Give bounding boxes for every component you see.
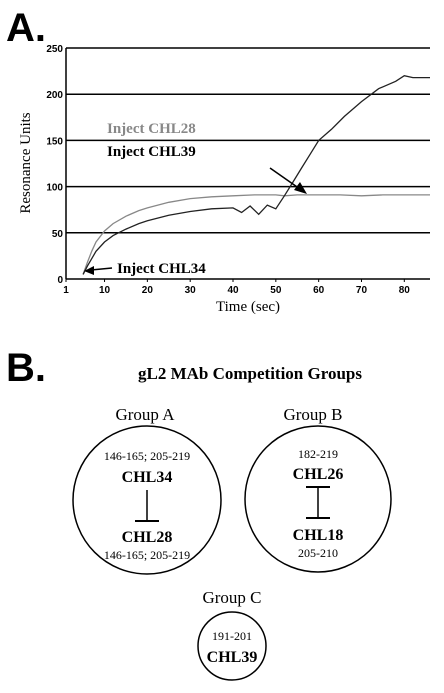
panel-b-title: gL2 MAb Competition Groups <box>138 364 362 383</box>
group-b-top-mab: CHL26 <box>293 466 344 483</box>
group-a-top-range: 146-165; 205-219 <box>104 449 190 463</box>
y-tick-label: 250 <box>46 44 63 55</box>
group-b-bottom-mab: CHL18 <box>293 527 344 544</box>
x-tick-label: 60 <box>313 285 325 296</box>
group-c-circle <box>197 611 267 681</box>
series-lines <box>82 75 430 275</box>
group-b-bottom-range: 205-210 <box>298 546 338 560</box>
group-b-top-range: 182-219 <box>298 447 338 461</box>
x-tick-label: 40 <box>227 285 239 296</box>
panel-b-letter: B. <box>6 346 46 390</box>
group-b-circle <box>244 425 392 573</box>
x-tick-label: 20 <box>142 285 154 296</box>
x-tick-label: 80 <box>399 285 411 296</box>
group-a-top-mab: CHL34 <box>122 469 173 486</box>
group-b: Group B 182-219 CHL26 CHL18 205-210 <box>244 405 392 573</box>
y-tick-label: 150 <box>46 136 63 147</box>
resonance-chart: 0 50 100 150 200 250 1 10 20 30 40 50 60 70 80 Resona… <box>18 44 430 315</box>
y-tick-label: 0 <box>57 275 63 286</box>
annotation-inject-chl28: Inject CHL28 <box>107 121 196 137</box>
group-a-circle <box>72 425 222 575</box>
y-tick-labels: 0 50 100 150 200 250 <box>46 44 63 286</box>
group-a-bottom-mab: CHL28 <box>122 529 173 546</box>
group-c-range: 191-201 <box>212 629 252 643</box>
x-tick-label: 50 <box>270 285 282 296</box>
x-tick-label: 30 <box>185 285 197 296</box>
x-tick-label: 10 <box>99 285 111 296</box>
group-a-label: Group A <box>115 405 175 424</box>
y-tick-label: 200 <box>46 90 63 101</box>
series-line-1 <box>82 194 430 275</box>
x-tick-labels: 1 10 20 30 40 50 60 70 80 <box>63 279 410 296</box>
gridlines <box>66 47 430 234</box>
group-a-bottom-range: 146-165; 205-219 <box>104 548 190 562</box>
group-c-label: Group C <box>202 588 261 607</box>
annotation-inject-chl34: Inject CHL34 <box>117 261 206 277</box>
group-b-label: Group B <box>283 405 342 424</box>
annotation-inject-chl39: Inject CHL39 <box>107 144 196 160</box>
group-c-mab: CHL39 <box>207 649 258 666</box>
y-tick-label: 50 <box>52 229 64 240</box>
x-tick-label: 70 <box>356 285 368 296</box>
y-tick-label: 100 <box>46 183 63 194</box>
x-axis-label: Time (sec) <box>216 299 280 315</box>
arrow-chl34 <box>84 266 113 275</box>
series-line-2 <box>82 75 430 275</box>
y-axis-label: Resonance Units <box>18 112 34 213</box>
group-c: Group C 191-201 CHL39 <box>197 588 267 681</box>
group-a: Group A 146-165; 205-219 CHL34 CHL28 146… <box>72 405 222 575</box>
panel-a-letter: A. <box>6 6 46 50</box>
arrow-chl39 <box>269 167 307 194</box>
x-tick-label: 1 <box>63 285 69 296</box>
